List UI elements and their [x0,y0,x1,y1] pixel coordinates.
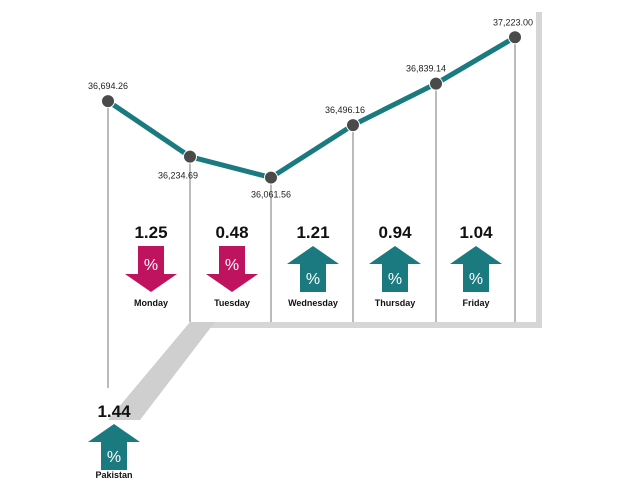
percent-glyph: % [388,271,402,288]
point-label: 36,496.16 [325,105,365,115]
summary-up-arrow [88,424,140,470]
percent-value: 0.94 [378,223,412,242]
funnel-connector [108,322,215,420]
percent-glyph: % [306,271,320,288]
point-marker [101,94,115,109]
up-arrow [369,246,421,292]
percent-glyph: % [469,271,483,288]
point-marker [429,76,443,91]
percent-value: 0.48 [215,223,248,242]
day-label: Friday [462,298,489,308]
down-arrow [125,246,177,292]
series-line [105,34,518,181]
point-label: 36,694.26 [88,81,128,91]
down-arrow [206,246,258,292]
day-label: Monday [134,298,168,308]
summary-label: Pakistan [95,470,132,480]
summary-percent-value: 1.44 [97,402,131,421]
point-marker [183,149,197,164]
point-label: 36,061.56 [251,190,291,200]
percent-value: 1.21 [296,223,329,242]
point-label: 37,223.00 [493,17,533,27]
percent-glyph: % [107,449,121,466]
percent-value: 1.04 [459,223,493,242]
up-arrow [450,246,502,292]
percent-value: 1.25 [134,223,167,242]
point-label: 36,234.69 [158,171,198,181]
up-arrow [287,246,339,292]
day-label: Tuesday [214,298,250,308]
point-marker [508,30,522,45]
point-marker [346,118,360,133]
day-label: Wednesday [288,298,338,308]
percent-glyph: % [225,257,239,274]
day-label: Thursday [375,298,416,308]
point-label: 36,839.14 [406,64,446,74]
point-marker [264,170,278,185]
percent-glyph: % [144,257,158,274]
